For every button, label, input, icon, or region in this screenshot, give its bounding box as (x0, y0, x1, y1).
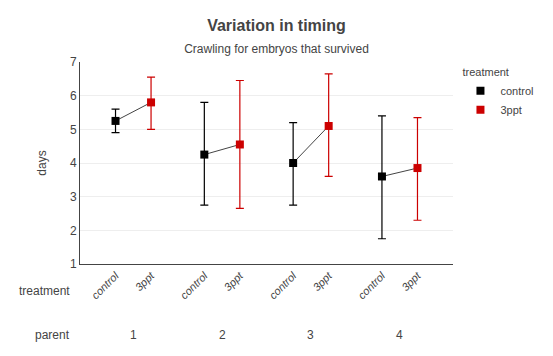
svg-text:2: 2 (70, 224, 77, 238)
svg-text:6: 6 (70, 89, 77, 103)
svg-text:3: 3 (307, 328, 314, 342)
svg-text:parent: parent (35, 328, 70, 342)
svg-text:2: 2 (219, 328, 226, 342)
svg-text:5: 5 (70, 123, 77, 137)
svg-text:3ppt: 3ppt (399, 269, 423, 293)
svg-text:3: 3 (70, 190, 77, 204)
svg-text:3ppt: 3ppt (222, 269, 246, 293)
svg-text:Variation in timing: Variation in timing (207, 17, 346, 34)
svg-text:control: control (355, 269, 387, 301)
svg-text:treatment: treatment (462, 66, 508, 78)
svg-text:treatment: treatment (19, 284, 70, 298)
svg-text:control: control (500, 85, 533, 97)
svg-text:control: control (178, 269, 210, 301)
svg-text:days: days (35, 150, 49, 175)
svg-text:3ppt: 3ppt (310, 269, 334, 293)
svg-text:7: 7 (70, 55, 77, 69)
svg-text:1: 1 (70, 257, 77, 271)
svg-text:1: 1 (130, 328, 137, 342)
svg-text:Crawling for embryos that surv: Crawling for embryos that survived (184, 42, 369, 56)
svg-text:4: 4 (70, 156, 77, 170)
svg-text:3ppt: 3ppt (500, 104, 521, 116)
svg-text:4: 4 (396, 328, 403, 342)
svg-text:control: control (267, 269, 299, 301)
svg-text:control: control (89, 269, 121, 301)
svg-text:3ppt: 3ppt (133, 269, 157, 293)
